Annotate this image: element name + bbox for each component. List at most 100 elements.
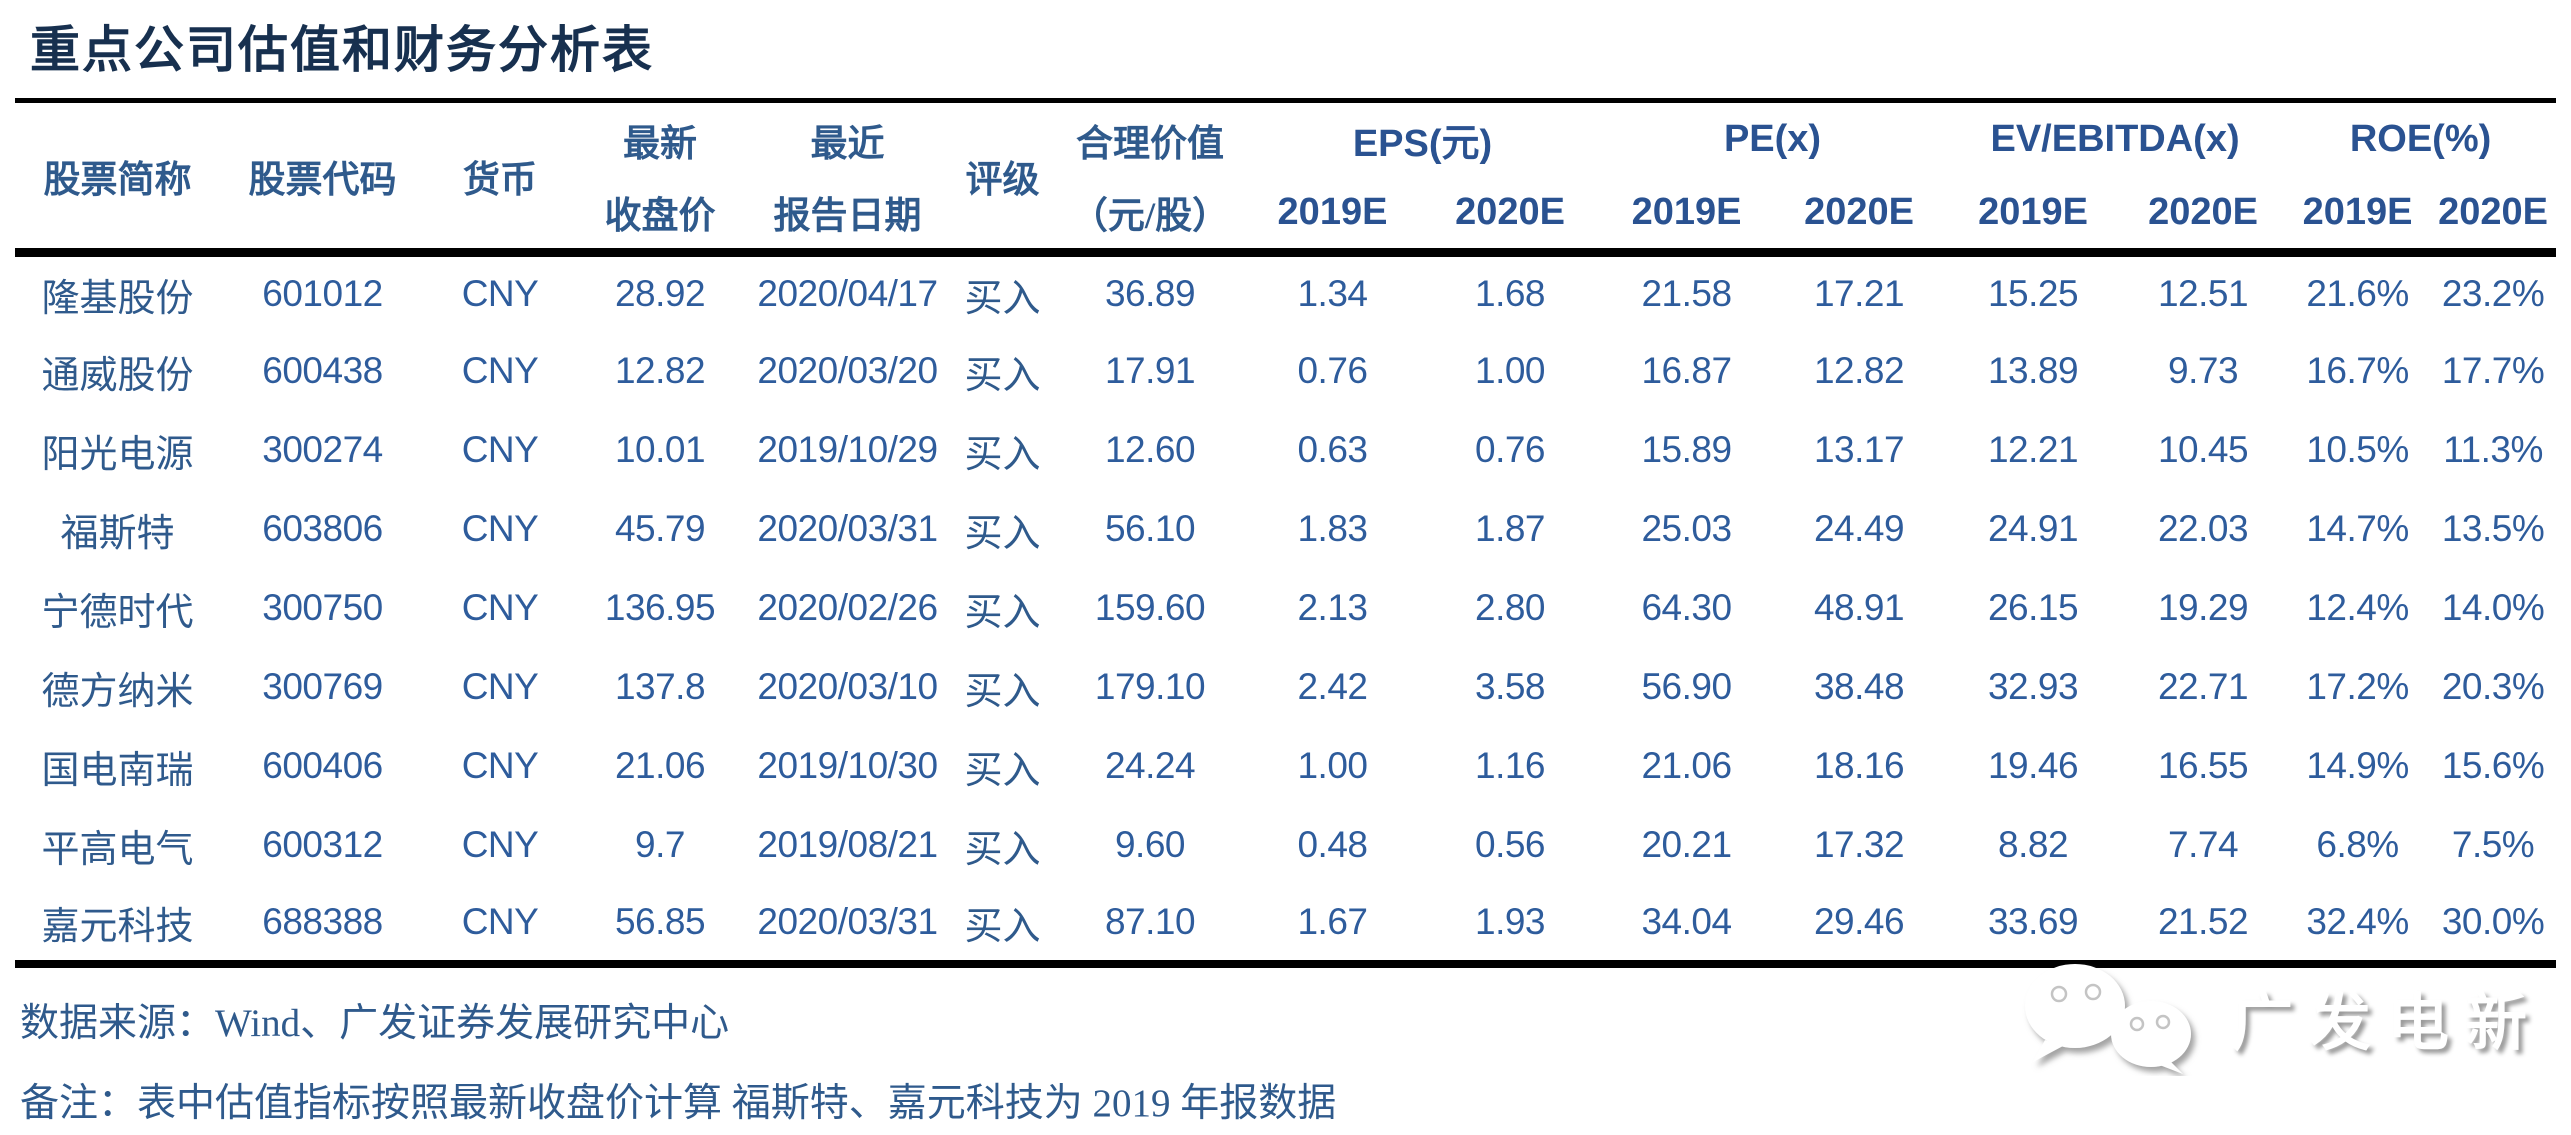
cell-rating: 买入 [964, 828, 1041, 871]
cell-pe-2020e: 48.91 [1813, 587, 1905, 628]
table-body: 隆基股份 601012 CNY 28.92 2020/04/17 买入 36.89 1.34 1… [15, 253, 2556, 964]
table-row: 福斯特 603806 CNY 45.79 2020/03/31 买入 56.10 1.83 1.… [15, 490, 2556, 569]
col-group-eps: EPS(元) [1352, 123, 1493, 166]
cell-stock-name: 平高电气 [41, 828, 194, 871]
cell-currency: CNY [461, 666, 539, 707]
cell-pe-2020e: 29.46 [1813, 901, 1905, 942]
cell-currency: CNY [461, 901, 539, 942]
cell-eps-2019e: 0.76 [1297, 350, 1368, 391]
cell-stock-name: 通威股份 [41, 354, 194, 397]
cell-ev-ebitda-2019e: 12.21 [1987, 429, 2079, 470]
cell-ev-ebitda-2019e: 33.69 [1987, 901, 2079, 942]
cell-ev-ebitda-2020e: 12.51 [2157, 273, 2249, 315]
cell-pe-2020e: 13.17 [1813, 429, 1905, 470]
col-header-pe-2020e: 2020E [1804, 190, 1914, 233]
brand-logo-text: 广发电新 [2230, 989, 2543, 1058]
cell-roe-2020e: 17.7% [2441, 350, 2545, 391]
cell-stock-name: 嘉元科技 [41, 905, 194, 948]
col-group-pe: PE(x) [1723, 118, 1822, 161]
table-row: 嘉元科技 688388 CNY 56.85 2020/03/31 买入 87.10 1.67 1… [15, 885, 2556, 964]
cell-eps-2019e: 1.83 [1297, 508, 1368, 549]
cell-latest-close: 9.7 [635, 824, 685, 865]
cell-pe-2019e: 21.58 [1641, 273, 1732, 315]
cell-roe-2019e: 12.4% [2306, 587, 2409, 628]
col-header-currency: 货币 [463, 159, 537, 201]
col-header-pe-2019e: 2019E [1631, 190, 1742, 233]
col-header-fair-value-line2: （元/股） [1070, 196, 1230, 238]
cell-pe-2019e: 56.90 [1641, 666, 1732, 707]
cell-stock-code: 300769 [262, 666, 383, 707]
cell-rating: 买入 [964, 512, 1041, 555]
cell-ev-ebitda-2020e: 22.71 [2157, 666, 2249, 707]
cell-fair-value: 179.10 [1094, 666, 1206, 707]
cell-report-date: 2019/10/30 [757, 745, 938, 786]
cell-stock-name: 隆基股份 [41, 277, 194, 320]
cell-roe-2019e: 17.2% [2306, 666, 2409, 707]
remark-note: 备注：表中估值指标按照最新收盘价计算 福斯特、嘉元科技为 2019 年报数据 [20, 1082, 1337, 1125]
table-header: 股票简称 股票代码 货币 最新 最近 评级 合理价值 EPS(元) PE(x) … [15, 101, 2557, 253]
cell-currency: CNY [461, 508, 539, 549]
page-title: 重点公司估值和财务分析表 [30, 22, 654, 78]
cell-report-date: 2020/03/31 [757, 901, 938, 942]
col-header-ev-ebitda-2019e: 2019E [1978, 190, 2088, 233]
table-row: 平高电气 600312 CNY 9.7 2019/08/21 买入 9.60 0.48 0.56… [15, 806, 2556, 885]
col-header-eps-2020e: 2020E [1455, 190, 1565, 233]
cell-roe-2020e: 23.2% [2441, 273, 2545, 315]
col-header-stock-name: 股票简称 [43, 159, 192, 201]
cell-stock-name: 德方纳米 [41, 670, 194, 713]
cell-pe-2020e: 17.32 [1813, 824, 1905, 865]
cell-eps-2019e: 1.00 [1297, 745, 1368, 786]
col-header-fair-value-line1: 合理价值 [1076, 123, 1224, 165]
table-row: 阳光电源 300274 CNY 10.01 2019/10/29 买入 12.60 0.63 0… [15, 411, 2556, 490]
cell-latest-close: 10.01 [614, 429, 706, 470]
cell-roe-2019e: 10.5% [2306, 429, 2409, 470]
cell-eps-2019e: 0.63 [1297, 429, 1368, 470]
cell-report-date: 2019/10/29 [757, 429, 938, 470]
cell-currency: CNY [461, 824, 539, 865]
cell-latest-close: 56.85 [614, 901, 706, 942]
cell-roe-2020e: 13.5% [2441, 508, 2545, 549]
cell-report-date: 2019/08/21 [757, 824, 938, 865]
cell-ev-ebitda-2019e: 15.25 [1987, 273, 2079, 315]
cell-stock-name: 福斯特 [60, 512, 175, 555]
col-header-stock-code: 股票代码 [248, 159, 397, 201]
valuation-table: 股票简称 股票代码 货币 最新 最近 评级 合理价值 EPS(元) PE(x) … [15, 98, 2557, 968]
cell-roe-2019e: 14.9% [2306, 745, 2409, 786]
cell-fair-value: 17.91 [1104, 350, 1196, 391]
cell-ev-ebitda-2019e: 19.46 [1987, 745, 2079, 786]
cell-ev-ebitda-2019e: 24.91 [1987, 508, 2079, 549]
cell-roe-2020e: 14.0% [2441, 587, 2545, 628]
cell-stock-code: 600406 [262, 745, 383, 786]
table-row: 德方纳米 300769 CNY 137.8 2020/03/10 买入 179.10 2.42… [15, 648, 2556, 727]
table-row: 通威股份 600438 CNY 12.82 2020/03/20 买入 17.91 0.76 1… [15, 332, 2556, 411]
cell-eps-2019e: 2.42 [1297, 666, 1368, 707]
cell-fair-value: 36.89 [1104, 273, 1196, 315]
col-header-report-date-line1: 最近 [810, 123, 885, 165]
cell-latest-close: 28.92 [614, 273, 706, 315]
cell-pe-2019e: 20.21 [1641, 824, 1732, 865]
table-row: 隆基股份 601012 CNY 28.92 2020/04/17 买入 36.89 1.34 1… [15, 253, 2556, 332]
cell-ev-ebitda-2019e: 26.15 [1987, 587, 2079, 628]
cell-fair-value: 56.10 [1104, 508, 1196, 549]
cell-roe-2020e: 15.6% [2441, 745, 2545, 786]
cell-stock-code: 300274 [262, 429, 383, 470]
cell-fair-value: 159.60 [1094, 587, 1206, 628]
cell-pe-2019e: 64.30 [1641, 587, 1732, 628]
cell-fair-value: 87.10 [1104, 901, 1196, 942]
cell-rating: 买入 [964, 749, 1041, 792]
col-header-rating: 评级 [965, 159, 1040, 201]
cell-stock-code: 600312 [262, 824, 383, 865]
col-header-report-date-line2: 报告日期 [773, 196, 922, 238]
header-row-2: 收盘价 报告日期 （元/股） 2019E 2020E 2019E 2020E 2… [15, 177, 2556, 253]
cell-rating: 买入 [964, 277, 1041, 320]
cell-pe-2019e: 15.89 [1641, 429, 1732, 470]
cell-stock-code: 603806 [262, 508, 383, 549]
cell-ev-ebitda-2020e: 22.03 [2157, 508, 2249, 549]
col-header-latest-close-line2: 收盘价 [604, 196, 716, 238]
cell-pe-2019e: 25.03 [1641, 508, 1732, 549]
cell-eps-2020e: 1.16 [1475, 745, 1546, 786]
cell-ev-ebitda-2020e: 19.29 [2157, 587, 2249, 628]
cell-report-date: 2020/02/26 [757, 587, 938, 628]
cell-ev-ebitda-2019e: 13.89 [1987, 350, 2079, 391]
